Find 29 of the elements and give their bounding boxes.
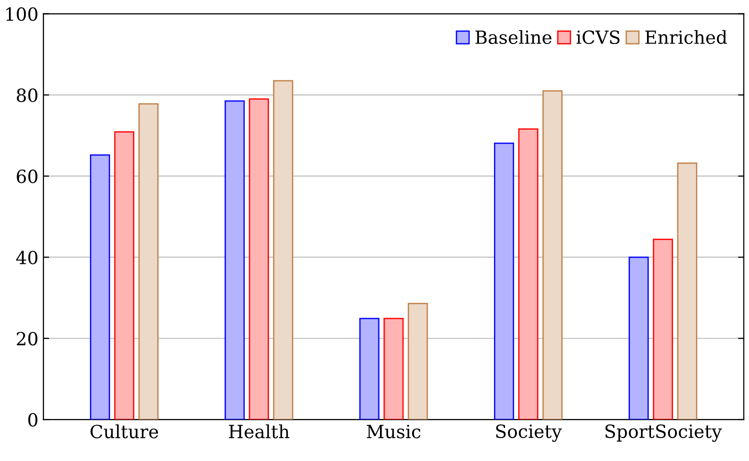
legend-label: iCVS — [576, 30, 620, 44]
bar — [542, 90, 563, 420]
bar — [628, 256, 649, 420]
legend-label: Baseline — [476, 30, 552, 44]
y-tick-label: 60 — [16, 170, 38, 184]
bar — [677, 162, 698, 420]
bar — [518, 128, 538, 420]
legend-label: Enriched — [645, 30, 727, 44]
x-tick-label: Culture — [90, 424, 158, 438]
bar — [494, 142, 514, 420]
bar — [114, 131, 134, 420]
bar — [384, 318, 404, 420]
bar — [248, 98, 269, 420]
bar — [224, 100, 245, 420]
x-tick-label: SportSociety — [605, 424, 722, 442]
y-tick-label: 20 — [16, 332, 38, 346]
bar — [408, 302, 428, 420]
bar — [90, 154, 110, 420]
bar — [273, 80, 294, 420]
bar — [138, 103, 159, 420]
bar — [652, 238, 674, 420]
y-tick-label: 40 — [16, 250, 38, 264]
y-tick-label: 100 — [6, 7, 38, 21]
x-tick-label: Health — [228, 424, 290, 438]
x-tick-label: Music — [366, 424, 420, 438]
x-tick-label: Society — [496, 424, 562, 442]
y-tick-label: 80 — [16, 88, 38, 102]
y-tick-label: 0 — [28, 412, 38, 427]
bar — [359, 318, 380, 420]
